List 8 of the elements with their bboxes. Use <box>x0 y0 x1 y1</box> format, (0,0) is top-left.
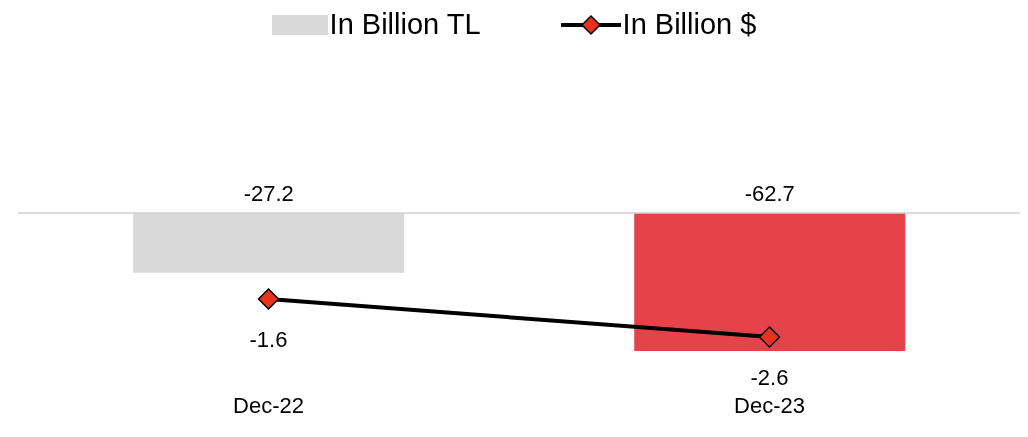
data-label: -27.2 <box>243 181 294 206</box>
data-label: -2.6 <box>750 365 789 390</box>
data-label: -1.6 <box>249 327 288 352</box>
x-tick-label: Dec-23 <box>734 392 805 418</box>
legend-label: In Billion $ <box>622 8 757 41</box>
x-tick-label: Dec-22 <box>233 392 304 418</box>
data-label: -62.7 <box>744 181 795 206</box>
legend-label: In Billion TL <box>329 8 481 41</box>
